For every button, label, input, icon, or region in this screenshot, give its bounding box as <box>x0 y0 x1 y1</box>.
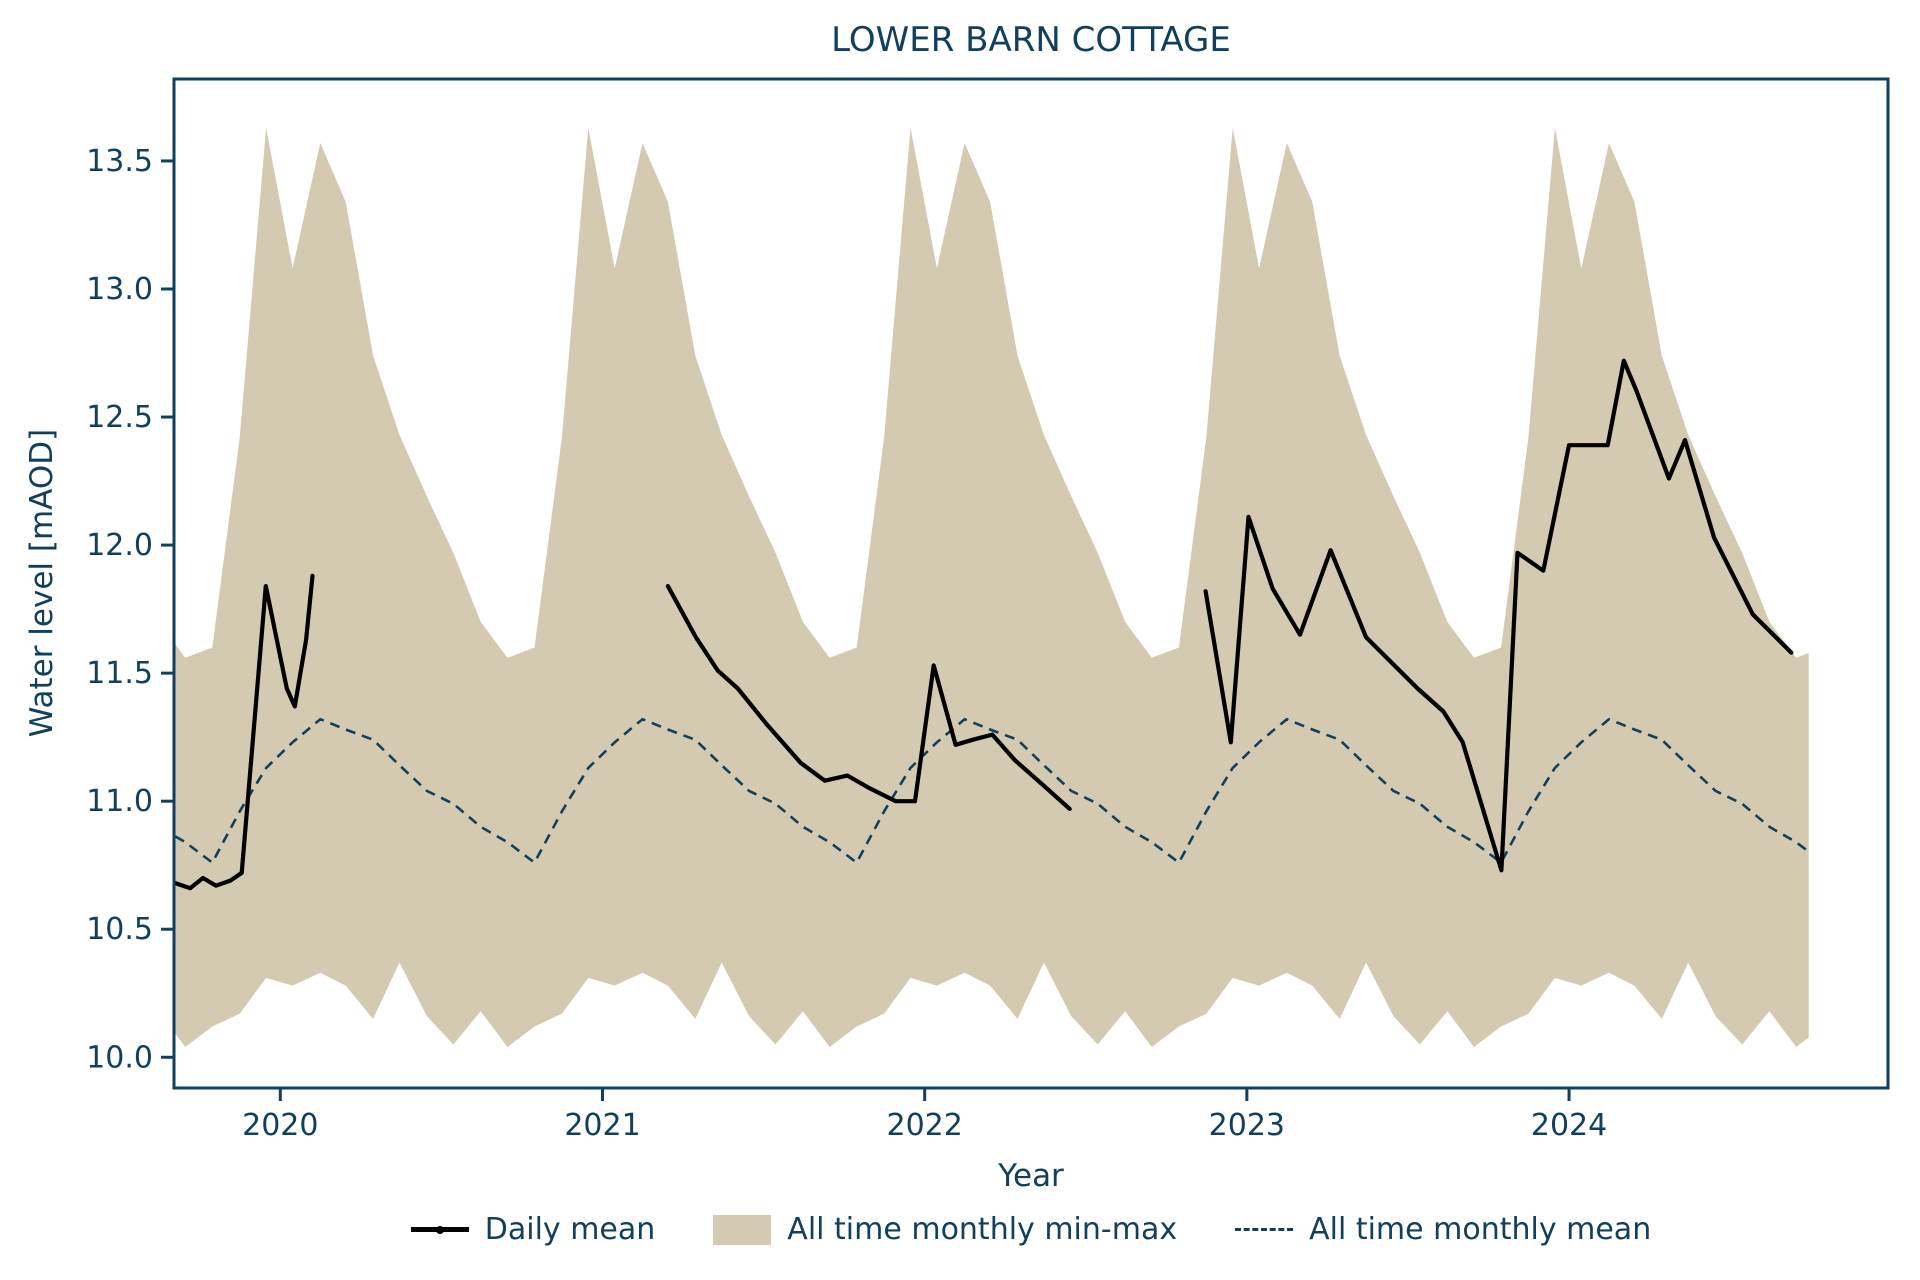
legend-item-monthly-mean: All time monthly mean <box>1235 1212 1651 1247</box>
x-axis-label: Year <box>998 1158 1064 1194</box>
monthly-mean-line-swatch-icon <box>1235 1228 1294 1231</box>
x-tick-label: 2021 <box>564 1108 640 1143</box>
legend-item-daily-mean: Daily mean <box>410 1212 656 1247</box>
legend-label-minmax-band: All time monthly min-max <box>787 1212 1178 1247</box>
x-tick-label: 2022 <box>887 1108 963 1143</box>
minmax-band <box>175 127 1809 1047</box>
legend-label-daily-mean: Daily mean <box>484 1212 656 1247</box>
daily-mean-line <box>665 583 1072 812</box>
y-axis-label: Water level [mAOD] <box>24 428 60 738</box>
y-tick-label: 12.5 <box>86 400 153 435</box>
legend-label-monthly-mean: All time monthly mean <box>1309 1212 1652 1247</box>
y-tick-label: 11.5 <box>86 656 153 691</box>
x-tick-label: 2024 <box>1531 1108 1607 1143</box>
minmax-band-swatch-icon <box>713 1214 772 1245</box>
x-tick-label: 2020 <box>242 1108 318 1143</box>
y-tick-label: 13.5 <box>86 144 153 179</box>
x-tick-label: 2023 <box>1209 1108 1285 1143</box>
daily-mean-line <box>1203 358 1794 873</box>
y-tick-label: 13.0 <box>86 272 153 307</box>
legend-item-minmax-band: All time monthly min-max <box>713 1212 1177 1247</box>
legend: Daily mean All time monthly min-max All … <box>174 1212 1888 1247</box>
plot-frame <box>172 77 1890 1090</box>
marker-dot-icon <box>435 1225 444 1234</box>
y-tick-label: 10.0 <box>86 1040 153 1075</box>
daily-mean-line <box>173 573 315 891</box>
y-tick-label: 11.0 <box>86 784 153 819</box>
monthly-mean-line <box>174 717 1810 865</box>
chart-title: LOWER BARN COTTAGE <box>831 20 1231 60</box>
daily-mean-line-swatch-icon <box>410 1225 469 1234</box>
y-tick-label: 12.0 <box>86 528 153 563</box>
y-tick-label: 10.5 <box>86 912 153 947</box>
